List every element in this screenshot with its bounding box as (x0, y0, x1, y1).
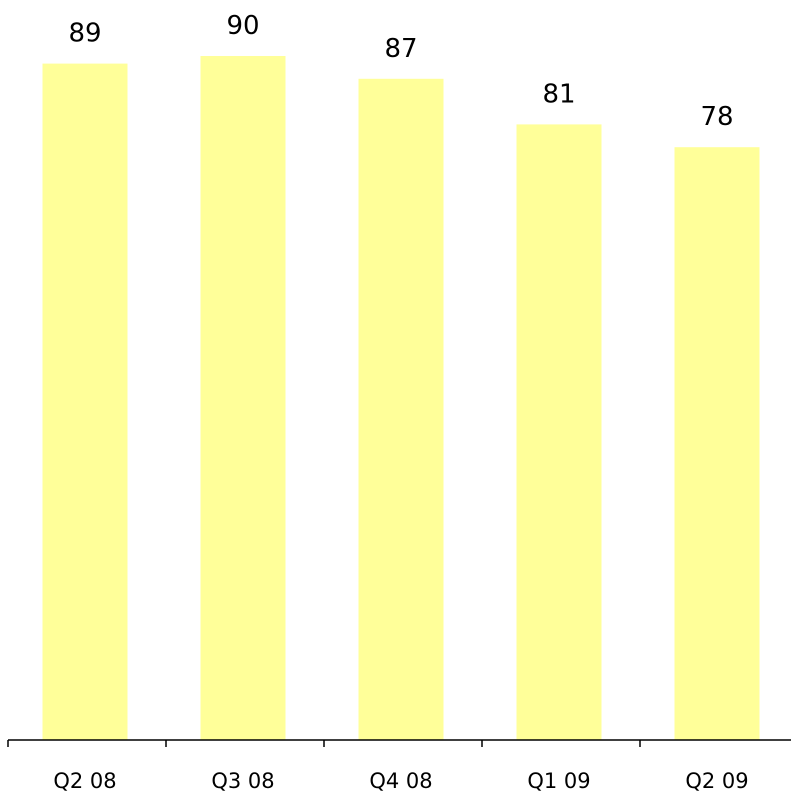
value-label: 81 (542, 79, 575, 109)
value-label: 90 (226, 11, 259, 41)
bar (674, 147, 760, 740)
value-label: 87 (384, 34, 417, 64)
x-tick-label: Q3 08 (211, 769, 274, 793)
bar (200, 56, 286, 740)
x-tick-label: Q4 08 (369, 769, 432, 793)
bar (358, 78, 444, 741)
value-label: 78 (700, 102, 733, 132)
x-tick-label: Q1 09 (527, 769, 590, 793)
value-label: 89 (68, 19, 101, 49)
x-tick-label: Q2 08 (53, 769, 116, 793)
bar (42, 63, 128, 741)
x-tick-label: Q2 09 (685, 769, 748, 793)
bar (516, 124, 602, 740)
